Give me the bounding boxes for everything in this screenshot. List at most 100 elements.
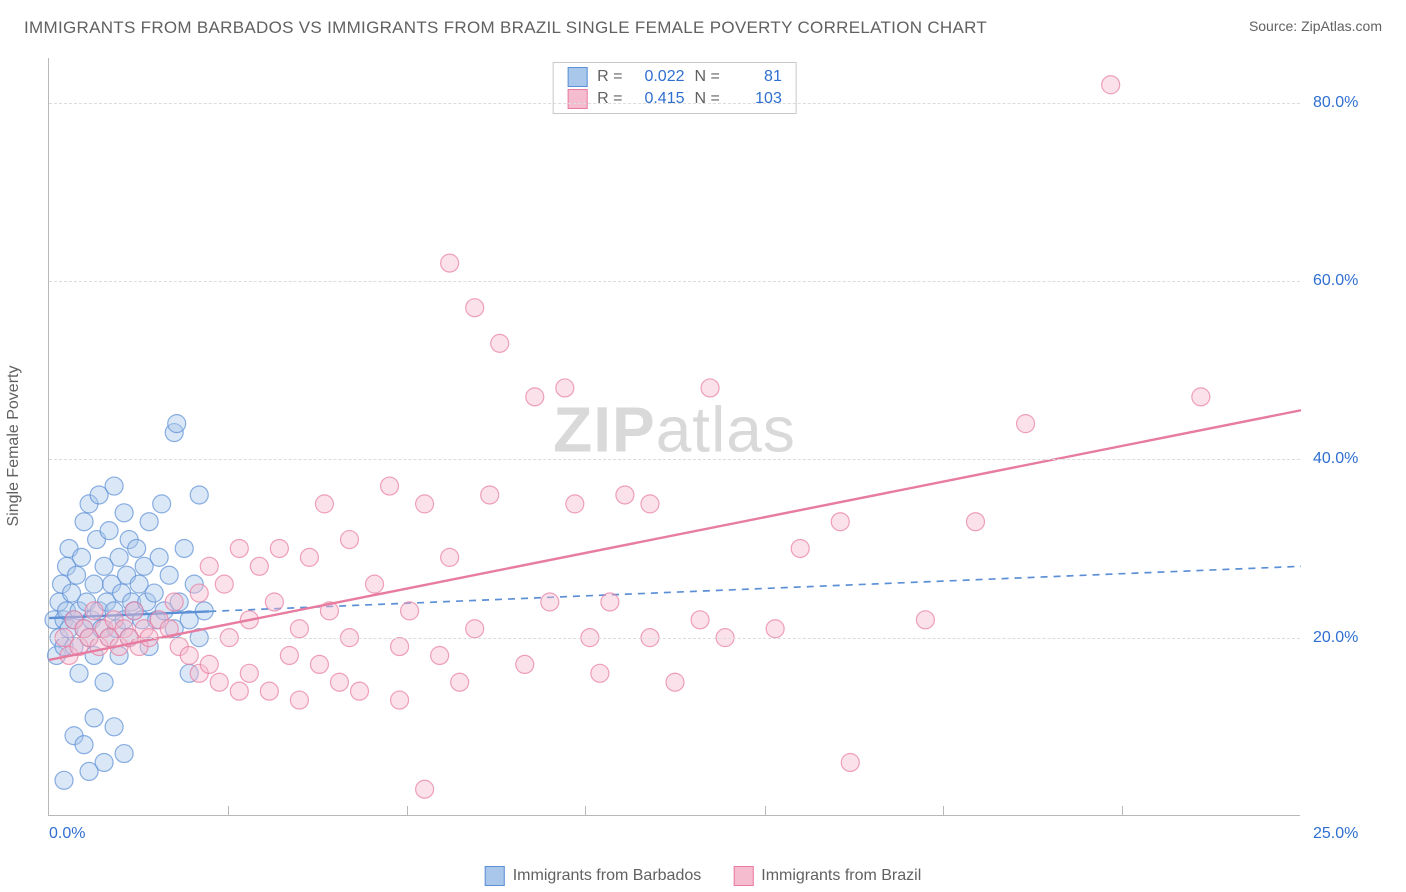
scatter-point xyxy=(200,557,218,575)
scatter-point xyxy=(441,254,459,272)
scatter-point xyxy=(180,646,198,664)
scatter-point xyxy=(210,673,228,691)
scatter-point xyxy=(250,557,268,575)
scatter-point xyxy=(125,602,143,620)
source-label: Source: xyxy=(1249,18,1301,34)
scatter-point xyxy=(766,620,784,638)
plot-area: ZIPatlas R = 0.022 N = 81 R = 0.415 N = … xyxy=(48,58,1300,816)
scatter-point xyxy=(240,664,258,682)
scatter-point xyxy=(616,486,634,504)
swatch-barbados-bottom xyxy=(485,866,505,886)
legend-r-label: R = xyxy=(597,68,622,86)
legend-n-value-barbados: 81 xyxy=(730,68,782,86)
scatter-point xyxy=(330,673,348,691)
scatter-point xyxy=(591,664,609,682)
swatch-barbados xyxy=(567,67,587,87)
scatter-point xyxy=(115,504,133,522)
scatter-point xyxy=(128,539,146,557)
scatter-point xyxy=(1102,76,1120,94)
scatter-point xyxy=(265,593,283,611)
legend-r-value-barbados: 0.022 xyxy=(633,68,685,86)
legend-row-barbados: R = 0.022 N = 81 xyxy=(567,67,782,87)
legend-correlation: R = 0.022 N = 81 R = 0.415 N = 103 xyxy=(552,62,797,114)
scatter-point xyxy=(466,299,484,317)
scatter-point xyxy=(290,691,308,709)
scatter-point xyxy=(526,388,544,406)
scatter-point xyxy=(75,736,93,754)
x-minor-tick xyxy=(765,806,766,816)
scatter-point xyxy=(1192,388,1210,406)
scatter-point xyxy=(791,539,809,557)
scatter-point xyxy=(300,548,318,566)
scatter-point xyxy=(601,593,619,611)
scatter-point xyxy=(260,682,278,700)
legend-r-label: R = xyxy=(597,90,622,108)
scatter-point xyxy=(280,646,298,664)
scatter-point xyxy=(75,513,93,531)
source-value: ZipAtlas.com xyxy=(1301,18,1382,34)
legend-label-brazil: Immigrants from Brazil xyxy=(761,867,921,885)
scatter-point xyxy=(270,539,288,557)
legend-n-label: N = xyxy=(695,68,720,86)
scatter-point xyxy=(691,611,709,629)
chart-title: IMMIGRANTS FROM BARBADOS VS IMMIGRANTS F… xyxy=(24,18,987,38)
scatter-point xyxy=(516,655,534,673)
trend-line xyxy=(49,410,1301,660)
scatter-point xyxy=(105,477,123,495)
legend-n-label: N = xyxy=(695,90,720,108)
legend-item-brazil: Immigrants from Brazil xyxy=(733,866,921,886)
scatter-point xyxy=(165,593,183,611)
scatter-point xyxy=(916,611,934,629)
scatter-point xyxy=(1017,415,1035,433)
scatter-point xyxy=(190,584,208,602)
scatter-point xyxy=(310,655,328,673)
scatter-point xyxy=(701,379,719,397)
scatter-point xyxy=(431,646,449,664)
scatter-point xyxy=(85,575,103,593)
x-minor-tick xyxy=(585,806,586,816)
scatter-point xyxy=(110,548,128,566)
scatter-point xyxy=(556,379,574,397)
scatter-point xyxy=(230,682,248,700)
scatter-point xyxy=(290,620,308,638)
x-minor-tick xyxy=(228,806,229,816)
x-minor-tick xyxy=(943,806,944,816)
scatter-point xyxy=(175,539,193,557)
gridline xyxy=(49,281,1300,282)
scatter-point xyxy=(641,495,659,513)
scatter-point xyxy=(381,477,399,495)
legend-n-value-brazil: 103 xyxy=(730,90,782,108)
scatter-svg xyxy=(49,58,1300,815)
swatch-brazil-bottom xyxy=(733,866,753,886)
scatter-point xyxy=(70,664,88,682)
x-tick-label: 0.0% xyxy=(49,825,85,843)
scatter-point xyxy=(85,709,103,727)
scatter-point xyxy=(566,495,584,513)
scatter-point xyxy=(105,718,123,736)
scatter-point xyxy=(55,771,73,789)
scatter-point xyxy=(831,513,849,531)
scatter-point xyxy=(416,495,434,513)
legend-item-barbados: Immigrants from Barbados xyxy=(485,866,702,886)
scatter-point xyxy=(115,745,133,763)
scatter-point xyxy=(68,566,86,584)
scatter-point xyxy=(350,682,368,700)
scatter-point xyxy=(481,486,499,504)
gridline xyxy=(49,103,1300,104)
scatter-point xyxy=(85,602,103,620)
scatter-point xyxy=(315,495,333,513)
scatter-point xyxy=(391,638,409,656)
x-minor-tick xyxy=(1122,806,1123,816)
scatter-point xyxy=(666,673,684,691)
scatter-point xyxy=(95,673,113,691)
scatter-point xyxy=(168,415,186,433)
scatter-point xyxy=(391,691,409,709)
source-attribution: Source: ZipAtlas.com xyxy=(1249,18,1382,34)
swatch-brazil xyxy=(567,89,587,109)
scatter-point xyxy=(966,513,984,531)
scatter-point xyxy=(401,602,419,620)
scatter-point xyxy=(140,513,158,531)
scatter-point xyxy=(340,531,358,549)
scatter-point xyxy=(466,620,484,638)
scatter-point xyxy=(366,575,384,593)
